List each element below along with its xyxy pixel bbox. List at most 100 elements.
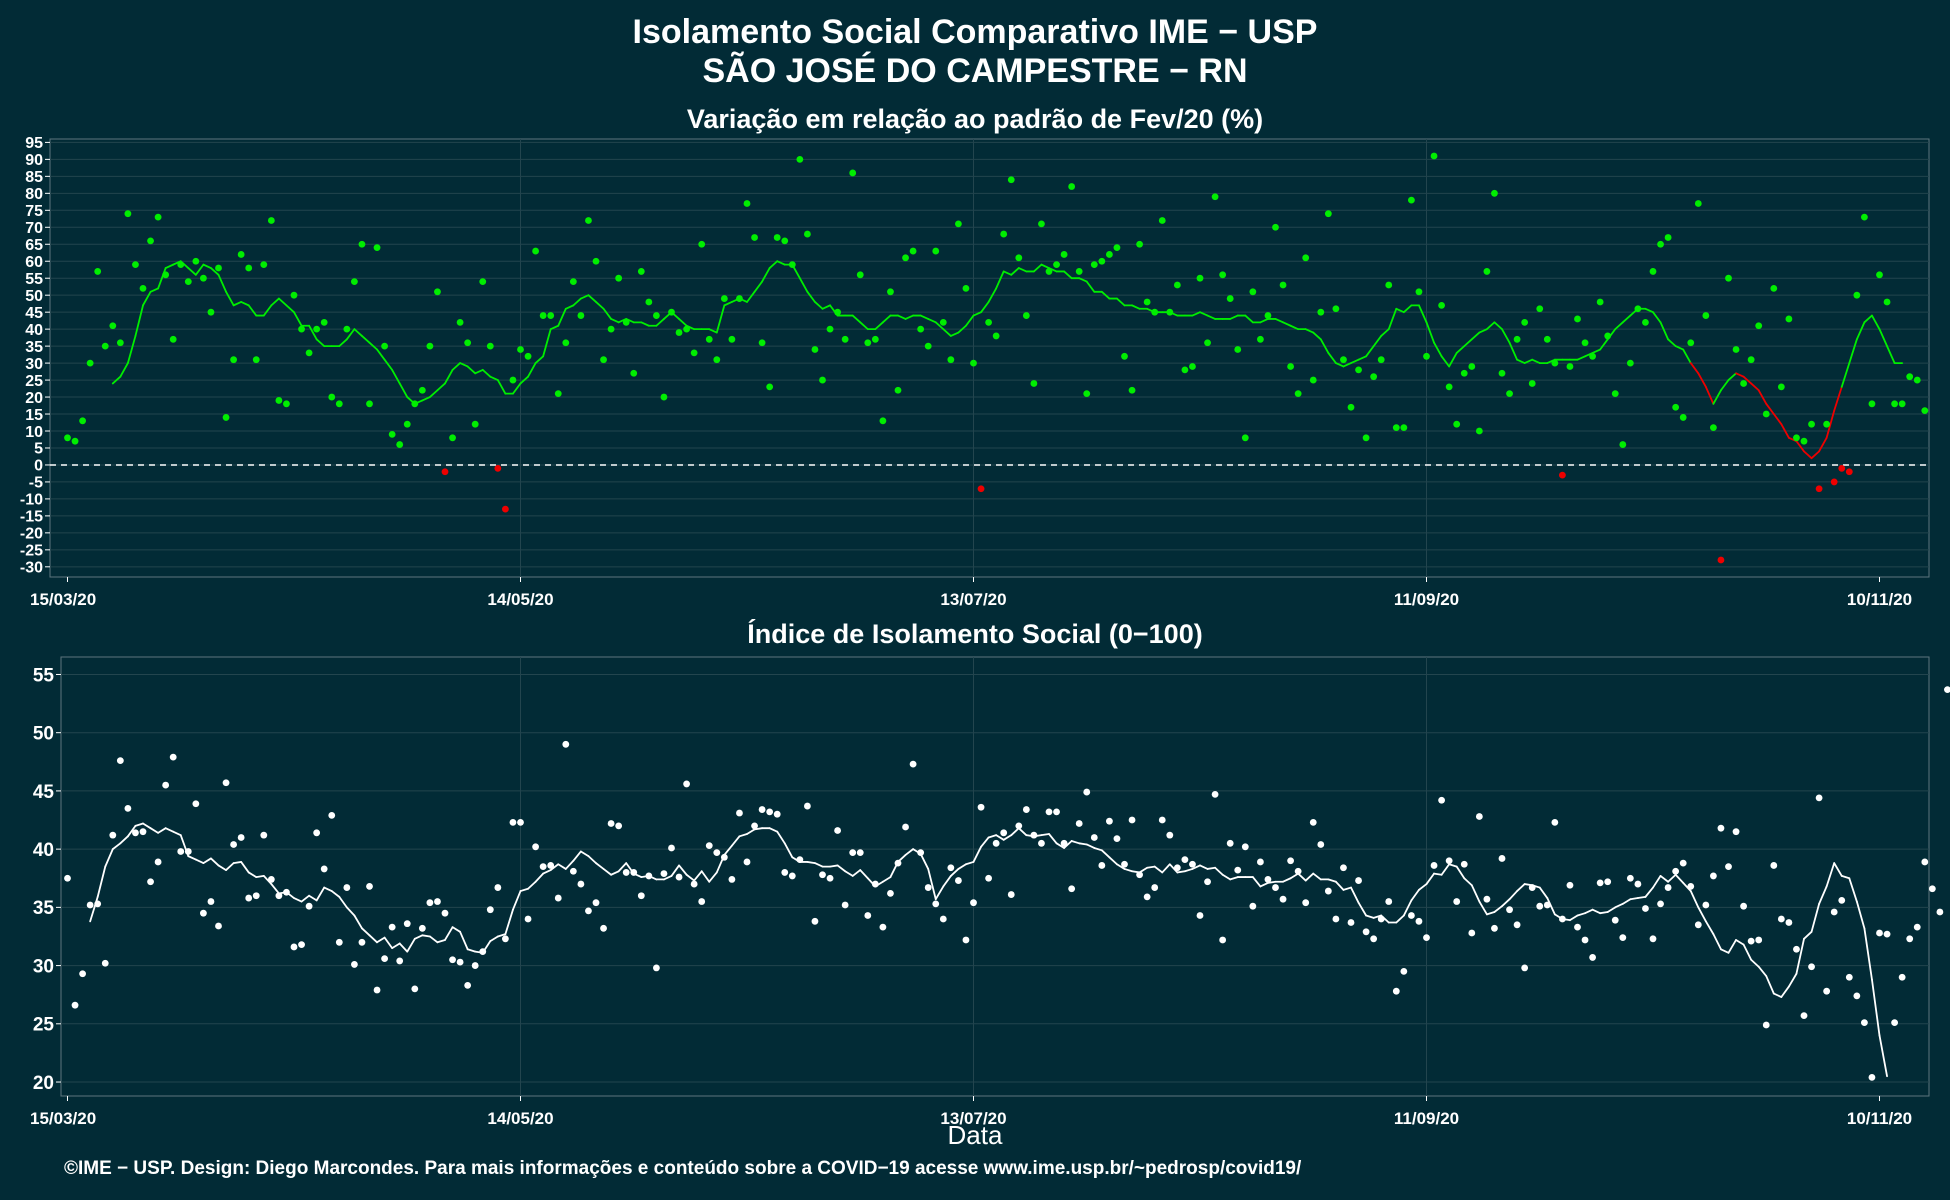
moving-average-segment <box>1757 389 1768 405</box>
moving-average-segment <box>731 835 741 847</box>
y-tick-label: -25 <box>20 543 43 560</box>
moving-average-segment <box>398 382 409 398</box>
data-point <box>1785 919 1793 926</box>
data-point <box>1332 305 1340 313</box>
moving-average-segment <box>1184 868 1194 873</box>
moving-average-segment <box>210 267 220 276</box>
data-point <box>675 873 683 881</box>
data-point <box>94 900 102 908</box>
moving-average-segment <box>1667 338 1677 348</box>
data-point <box>811 917 819 925</box>
data-point <box>230 356 238 364</box>
moving-average-segment <box>127 824 137 838</box>
moving-average-segment <box>1206 314 1216 320</box>
moving-average-segment <box>814 862 824 868</box>
moving-average-segment <box>1221 873 1232 881</box>
data-point <box>1075 820 1083 827</box>
moving-average-segment <box>995 270 1005 290</box>
moving-average-segment <box>1674 345 1685 351</box>
moving-average-segment <box>1765 402 1775 415</box>
data-point <box>917 849 925 857</box>
moving-average-segment <box>723 844 733 856</box>
moving-average-segment <box>1803 450 1813 460</box>
data-point <box>1543 335 1551 343</box>
data-point <box>947 356 955 364</box>
moving-average-segment <box>89 895 99 923</box>
data-point <box>1000 230 1008 238</box>
y-tick-label: -20 <box>20 526 43 543</box>
data-point <box>1913 923 1921 931</box>
data-point <box>902 823 909 831</box>
moving-average-segment <box>549 324 560 331</box>
moving-average-segment <box>1863 314 1873 324</box>
data-point <box>1030 831 1038 839</box>
moving-average-segment <box>1855 321 1866 341</box>
data-point <box>1460 860 1468 868</box>
moving-average-segment <box>1335 362 1345 368</box>
data-point <box>328 811 336 819</box>
moving-average-segment <box>1108 856 1118 866</box>
x-tick-label: 13/07/20 <box>940 590 1006 609</box>
moving-average-segment <box>232 301 243 307</box>
data-point <box>328 393 336 401</box>
moving-average-segment <box>194 858 205 865</box>
moving-average-segment <box>1010 267 1020 276</box>
moving-average-segment <box>670 864 680 877</box>
data-point <box>132 261 139 269</box>
y-tick-label: 45 <box>33 782 55 803</box>
data-point <box>947 864 955 872</box>
data-point <box>1090 261 1098 269</box>
data-point <box>909 247 917 255</box>
data-point <box>970 359 977 367</box>
data-point <box>1815 485 1823 493</box>
moving-average-segment <box>1682 348 1692 364</box>
moving-average-segment <box>391 942 401 950</box>
y-tick-label: 30 <box>33 956 54 977</box>
data-point <box>1634 880 1642 888</box>
moving-average-segment <box>361 927 371 937</box>
data-point <box>856 271 864 279</box>
data-point <box>1642 318 1649 326</box>
data-point <box>200 909 207 917</box>
data-point <box>335 400 343 408</box>
data-point <box>1475 427 1483 435</box>
data-point <box>1498 855 1506 862</box>
moving-average-segment <box>149 827 160 834</box>
moving-average-segment <box>587 294 597 303</box>
data-point <box>1241 843 1249 851</box>
moving-average-segment <box>1538 886 1549 899</box>
x-tick-label: 14/05/20 <box>487 1109 553 1128</box>
moving-average-segment <box>1840 362 1851 388</box>
moving-average-segment <box>715 304 726 334</box>
moving-average-segment <box>1704 385 1715 405</box>
data-point <box>1151 308 1159 316</box>
data-point <box>358 240 366 248</box>
data-point <box>1528 884 1536 891</box>
data-point <box>1498 369 1506 377</box>
data-point <box>426 899 434 907</box>
moving-average-segment <box>1818 436 1828 453</box>
data-point <box>1589 954 1596 961</box>
moving-average-segment <box>957 863 967 870</box>
moving-average-segment <box>300 894 311 903</box>
moving-average-segment <box>1455 345 1466 354</box>
y-tick-label: 80 <box>25 186 43 203</box>
moving-average-segment <box>1674 873 1685 884</box>
data-point <box>154 213 162 221</box>
data-point <box>1755 322 1763 330</box>
data-point <box>1264 312 1272 319</box>
data-point <box>1679 414 1687 421</box>
data-point <box>1189 363 1196 370</box>
data-point <box>1868 1073 1876 1081</box>
data-point <box>1098 257 1106 265</box>
data-point <box>592 899 600 907</box>
data-point <box>955 877 962 884</box>
data-point <box>215 922 222 930</box>
data-point <box>237 251 245 258</box>
moving-average-segment <box>1576 355 1586 361</box>
moving-average-segment <box>1614 902 1624 909</box>
moving-average-segment <box>406 937 416 953</box>
moving-average-segment <box>512 382 522 395</box>
data-point <box>668 844 675 852</box>
data-point <box>267 876 275 883</box>
